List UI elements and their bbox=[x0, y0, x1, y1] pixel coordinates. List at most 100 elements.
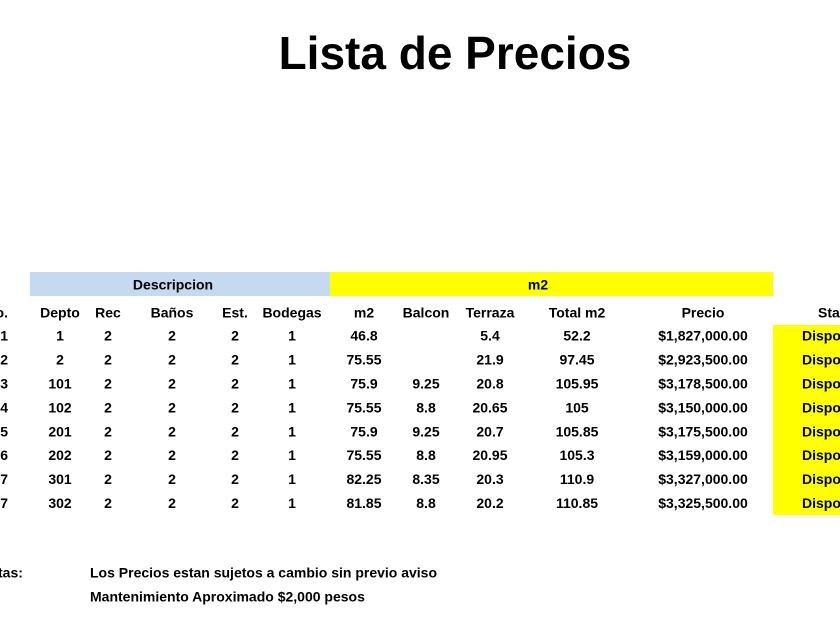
cell: 8.35 bbox=[412, 471, 439, 487]
cell: 2 bbox=[231, 447, 239, 463]
cell: 2 bbox=[231, 328, 239, 344]
column-header: Total m2 bbox=[549, 305, 606, 321]
cell: 2 bbox=[231, 376, 239, 392]
cell: $3,325,500.00 bbox=[658, 495, 748, 511]
cell: 2 bbox=[231, 471, 239, 487]
column-header: Bodegas bbox=[262, 305, 321, 321]
cell: 2 bbox=[168, 328, 176, 344]
cell: Dispo bbox=[802, 495, 840, 511]
cell: 2 bbox=[104, 376, 112, 392]
cell: 20.2 bbox=[476, 495, 503, 511]
cell: 20.8 bbox=[476, 376, 503, 392]
cell: 105 bbox=[565, 399, 589, 415]
cell: 2 bbox=[168, 352, 176, 368]
cell: 97.45 bbox=[559, 352, 594, 368]
cell: 2 bbox=[168, 471, 176, 487]
cell: 20.65 bbox=[472, 399, 507, 415]
cell: 2 bbox=[104, 328, 112, 344]
column-header: Sta bbox=[818, 305, 840, 321]
cell: 2 bbox=[231, 495, 239, 511]
group-band-descripcion bbox=[30, 272, 330, 296]
cell: 9.25 bbox=[412, 376, 439, 392]
cell: 75.9 bbox=[350, 376, 377, 392]
cell: 201 bbox=[48, 423, 72, 439]
notes-label: tas: bbox=[0, 565, 23, 581]
cell: Dispo bbox=[802, 471, 840, 487]
column-header: Precio bbox=[682, 305, 725, 321]
cell: 2 bbox=[104, 447, 112, 463]
cell: 52.2 bbox=[563, 328, 590, 344]
cell: 105.85 bbox=[556, 423, 599, 439]
cell: 110.9 bbox=[560, 471, 594, 487]
cell: 2 bbox=[104, 352, 112, 368]
cell: 302 bbox=[48, 495, 72, 511]
cell: 2 bbox=[168, 376, 176, 392]
cell: 20.3 bbox=[476, 471, 503, 487]
cell: Dispo bbox=[802, 376, 840, 392]
cell: Dispo bbox=[802, 447, 840, 463]
cell: 2 bbox=[104, 471, 112, 487]
cell: 20.7 bbox=[476, 423, 503, 439]
column-header: m2 bbox=[354, 305, 374, 321]
cell: 105.3 bbox=[559, 447, 594, 463]
note: Mantenimiento Aproximado $2,000 pesos bbox=[90, 589, 365, 605]
cell: 2 bbox=[168, 447, 176, 463]
cell: 202 bbox=[48, 447, 72, 463]
title: Lista de Precios bbox=[279, 27, 632, 79]
cell: 2 bbox=[168, 495, 176, 511]
cell: $3,175,500.00 bbox=[658, 423, 748, 439]
cell: $2,923,500.00 bbox=[658, 352, 748, 368]
cell: 4 bbox=[0, 399, 8, 415]
cell: $3,327,000.00 bbox=[658, 471, 748, 487]
cell: 2 bbox=[231, 399, 239, 415]
cell: 8.8 bbox=[416, 447, 436, 463]
cell: $3,178,500.00 bbox=[658, 376, 748, 392]
cell: 1 bbox=[288, 471, 296, 487]
cell: 75.55 bbox=[346, 447, 381, 463]
cell: 105.95 bbox=[556, 376, 599, 392]
cell: 1 bbox=[288, 352, 296, 368]
cell: 75.55 bbox=[346, 352, 381, 368]
column-header: Terraza bbox=[466, 305, 515, 321]
cell: 3 bbox=[0, 376, 8, 392]
cell: 7 bbox=[0, 495, 8, 511]
cell: 2 bbox=[168, 423, 176, 439]
column-header: Depto bbox=[40, 305, 80, 321]
group-header: m2 bbox=[528, 277, 548, 293]
cell: 2 bbox=[231, 352, 239, 368]
cell: 1 bbox=[288, 447, 296, 463]
cell: 2 bbox=[104, 423, 112, 439]
cell: 101 bbox=[48, 376, 72, 392]
cell: 6 bbox=[0, 447, 8, 463]
cell: 75.9 bbox=[350, 423, 377, 439]
cell: 8.8 bbox=[416, 495, 436, 511]
cell: 301 bbox=[48, 471, 72, 487]
cell: 81.85 bbox=[346, 495, 381, 511]
cell: Dispo bbox=[802, 399, 840, 415]
cell: 1 bbox=[288, 495, 296, 511]
cell: 2 bbox=[231, 423, 239, 439]
cell: 110.85 bbox=[556, 495, 598, 511]
cell: 1 bbox=[0, 328, 8, 344]
cell: 5 bbox=[0, 423, 8, 439]
cell: 1 bbox=[288, 376, 296, 392]
column-header: Baños bbox=[151, 305, 194, 321]
cell: 2 bbox=[0, 352, 8, 368]
cell: 2 bbox=[56, 352, 64, 368]
cell: $3,150,000.00 bbox=[658, 399, 748, 415]
cell: 9.25 bbox=[412, 423, 439, 439]
column-header: Balcon bbox=[403, 305, 450, 321]
cell: 21.9 bbox=[476, 352, 503, 368]
cell: 82.25 bbox=[346, 471, 381, 487]
cell: 5.4 bbox=[480, 328, 500, 344]
column-header: Est. bbox=[222, 305, 248, 321]
cell: Dispo bbox=[802, 423, 840, 439]
cell: 20.95 bbox=[472, 447, 507, 463]
cell: 1 bbox=[56, 328, 64, 344]
column-header: lo. bbox=[0, 305, 8, 321]
note: Los Precios estan sujetos a cambio sin p… bbox=[90, 565, 437, 581]
cell: 2 bbox=[168, 399, 176, 415]
cell: $3,159,000.00 bbox=[658, 447, 748, 463]
